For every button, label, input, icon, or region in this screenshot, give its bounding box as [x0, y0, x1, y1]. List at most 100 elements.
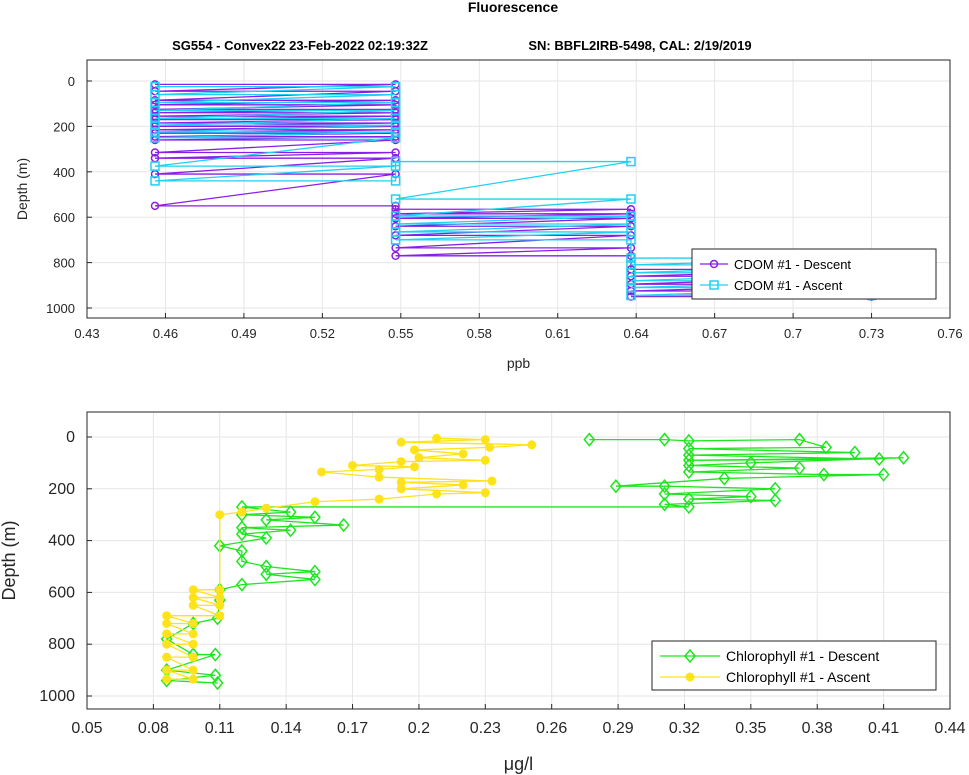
x-tick-label: 0.44 — [934, 720, 965, 737]
data-point — [390, 133, 401, 143]
data-point — [626, 253, 636, 263]
data-point — [391, 148, 400, 157]
data-point — [390, 211, 401, 221]
data-point — [209, 647, 222, 662]
data-point — [235, 543, 248, 559]
data-point — [150, 127, 160, 137]
data-point — [458, 480, 468, 490]
data-point — [682, 464, 695, 480]
data-point — [432, 433, 442, 443]
data-point — [284, 504, 297, 520]
data-point — [215, 611, 225, 621]
data-point — [235, 577, 248, 592]
data-point — [235, 520, 248, 535]
cdom-panel: 0.43 0.46 0.49 0.52 0.55 0.58 0.61 0.64 0.67 0.7 0… — [14, 59, 963, 371]
data-point — [215, 593, 225, 603]
y-tick-label: 800 — [53, 256, 75, 271]
data-point — [390, 176, 401, 186]
data-point — [348, 460, 358, 470]
data-point — [237, 507, 247, 517]
x-tick-label: 0.76 — [937, 326, 962, 341]
legend-swatch-marker — [684, 648, 696, 664]
data-point — [162, 674, 172, 684]
data-point — [820, 440, 833, 455]
data-point — [150, 81, 160, 92]
series-line — [166, 437, 532, 680]
y-tick-label: 1000 — [46, 301, 75, 316]
data-point — [626, 282, 636, 293]
y-tick-label: 600 — [48, 584, 75, 601]
data-point — [817, 467, 830, 482]
data-point — [162, 611, 172, 621]
x-tick-label: 0.08 — [138, 720, 169, 737]
data-point — [769, 493, 782, 508]
data-point — [583, 432, 596, 447]
axes-box — [86, 411, 951, 710]
data-point — [658, 497, 671, 512]
data-point — [150, 161, 160, 171]
data-point — [308, 572, 321, 587]
data-point — [485, 442, 495, 452]
data-point — [390, 120, 401, 131]
y-tick-label: 400 — [48, 533, 75, 550]
data-point — [658, 486, 671, 502]
data-point — [235, 526, 248, 542]
x-tick-label: 0.73 — [859, 326, 884, 341]
x-axis-label: ppb — [507, 355, 531, 371]
legend-swatch-marker — [709, 280, 719, 290]
data-point — [744, 489, 757, 504]
data-point — [211, 675, 224, 691]
data-point — [396, 437, 406, 447]
data-point — [626, 211, 636, 221]
data-point — [682, 499, 695, 515]
x-tick-label: 0.61 — [545, 326, 570, 341]
x-tick-label: 0.2 — [408, 720, 430, 737]
data-point — [162, 629, 172, 639]
data-point — [718, 471, 731, 486]
x-tick-label: 0.46 — [153, 326, 178, 341]
legend-swatch-marker — [685, 672, 695, 682]
data-point — [409, 445, 419, 455]
x-tick-label: 0.17 — [337, 720, 368, 737]
data-point — [188, 593, 198, 603]
x-tick-label: 0.64 — [624, 326, 649, 341]
x-tick-label: 0.14 — [271, 720, 302, 737]
y-tick-label: 600 — [53, 210, 75, 225]
x-tick-label: 0.43 — [74, 326, 99, 341]
data-point — [480, 455, 490, 465]
x-tick-label: 0.58 — [467, 326, 492, 341]
chlorophyll-panel: 0.05 0.08 0.11 0.14 0.17 0.2 0.23 0.26 0.29 0.32 0… — [0, 411, 966, 774]
data-point — [150, 148, 160, 157]
x-tick-label: 0.29 — [603, 720, 634, 737]
data-point — [162, 665, 172, 675]
data-point — [284, 523, 297, 538]
data-point — [337, 517, 350, 533]
x-tick-label: 0.7 — [784, 326, 802, 341]
x-tick-label: 0.32 — [669, 720, 700, 737]
data-point — [188, 629, 198, 639]
y-axis-label: Depth (m) — [0, 520, 19, 600]
data-point — [310, 497, 320, 507]
data-point — [414, 453, 424, 463]
data-point — [235, 554, 248, 569]
data-point — [215, 510, 225, 520]
legend: Chlorophyll #1 - Descent Chlorophyll #1 -… — [651, 640, 937, 691]
data-point — [150, 120, 160, 131]
data-point — [626, 260, 636, 270]
data-point — [162, 652, 172, 662]
x-tick-label: 0.55 — [388, 326, 413, 341]
data-point — [188, 618, 198, 628]
axes-box — [86, 59, 951, 319]
data-point — [609, 479, 622, 494]
x-tick-label: 0.05 — [71, 720, 102, 737]
data-point — [682, 458, 695, 473]
x-axis-label: μg/l — [504, 754, 533, 774]
y-tick-label: 200 — [48, 481, 75, 498]
x-tick-label: 0.41 — [868, 720, 899, 737]
data-point — [260, 559, 273, 574]
y-tick-label: 1000 — [39, 688, 75, 705]
legend-swatch-marker — [709, 259, 719, 269]
series-chlorophyll-1-ascent — [162, 433, 537, 684]
data-point — [390, 81, 401, 92]
figure-subtitle-left: SG554 - Convex22 23-Feb-2022 02:19:32Z — [172, 38, 428, 53]
